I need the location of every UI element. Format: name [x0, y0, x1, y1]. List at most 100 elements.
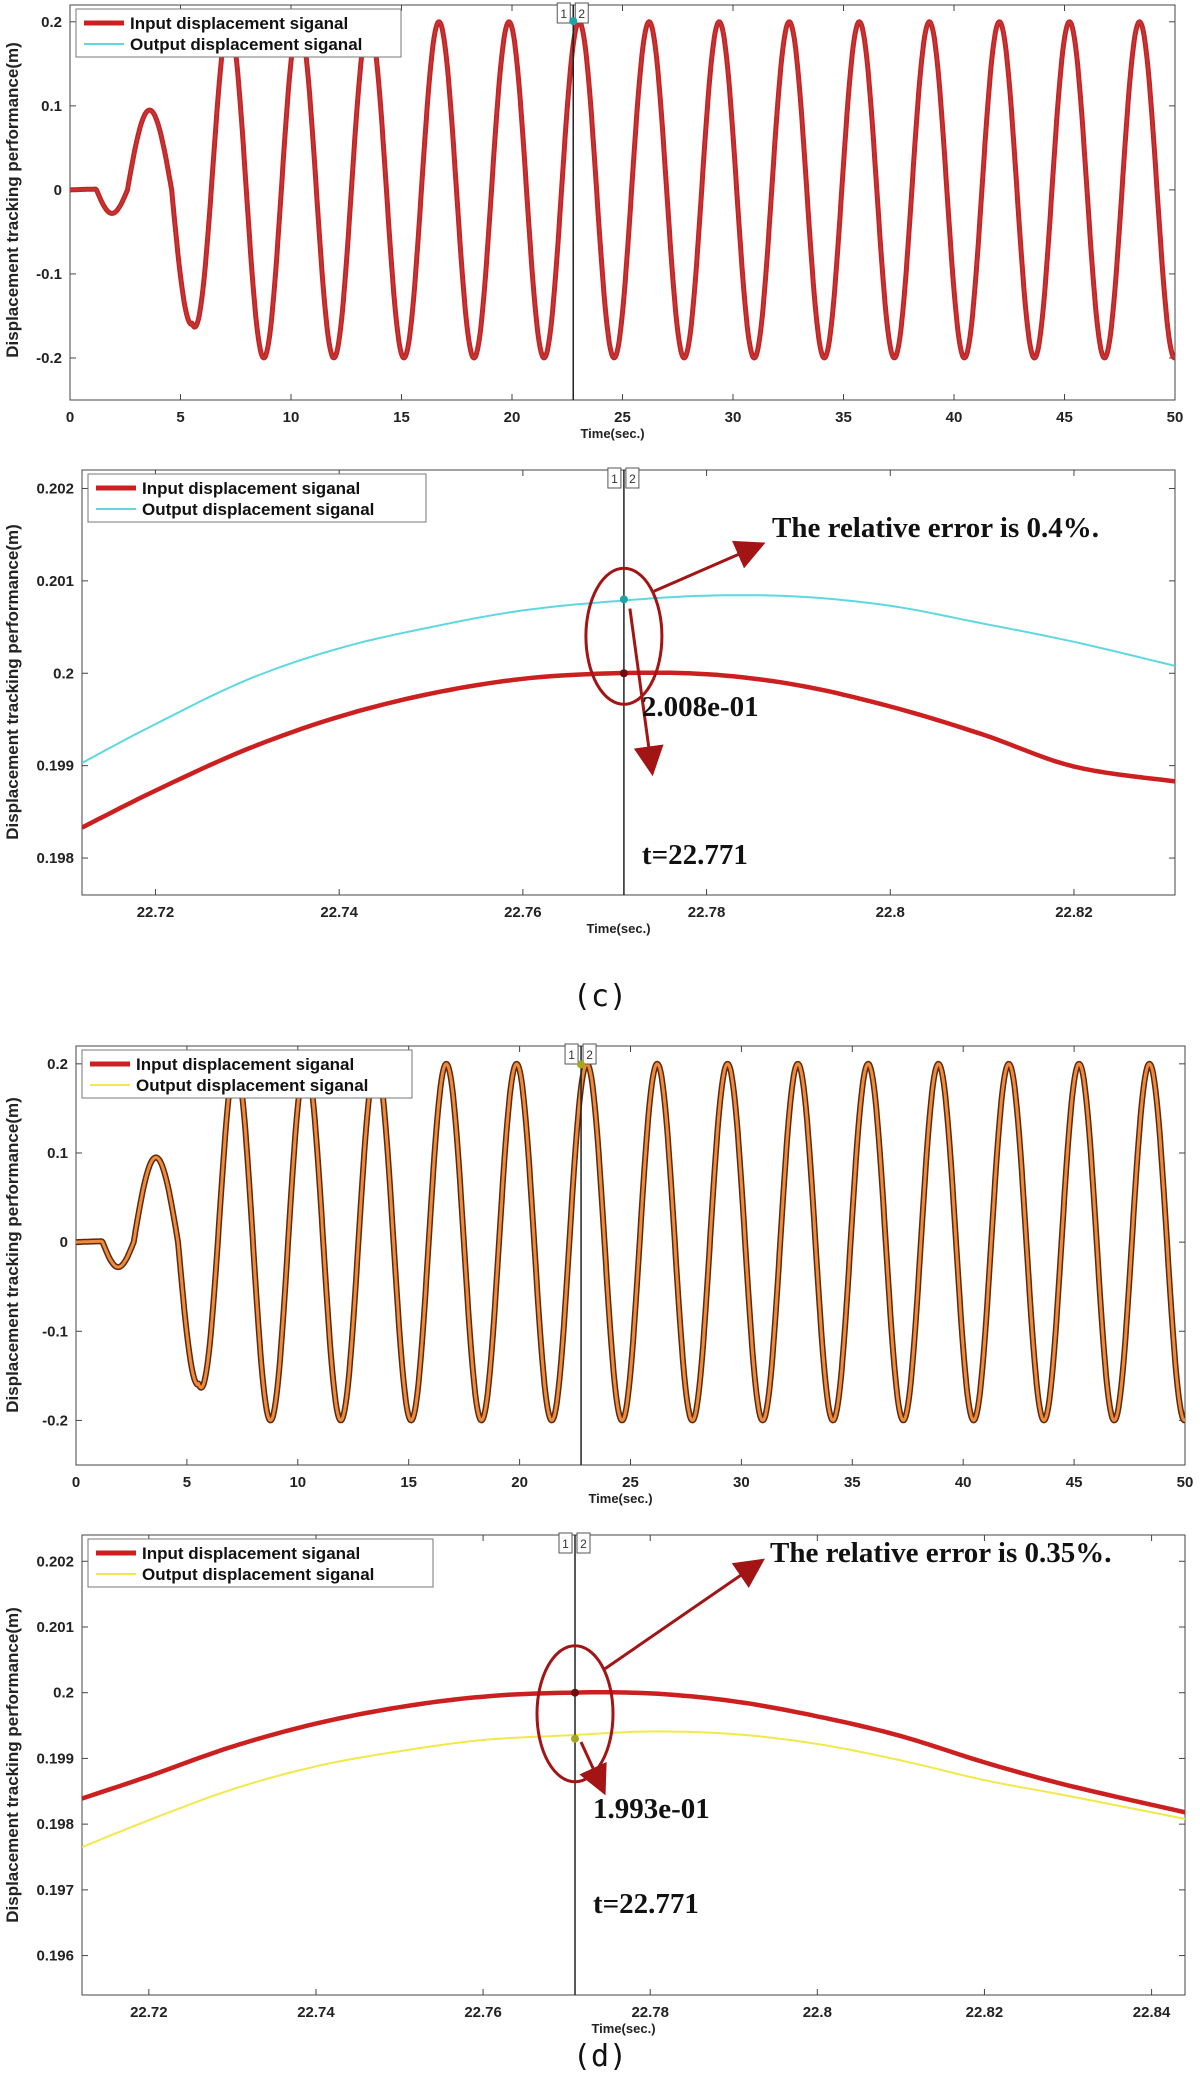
- panel-d-bottom: 22.72 22.74 22.76 22.78 22.8 22.82 22.84 0.196 0…: [3, 1532, 1186, 2036]
- legend: [75, 8, 402, 58]
- y-tick-label: -0.2: [36, 350, 62, 367]
- y-tick-label: 0.201: [36, 1619, 74, 1636]
- legend: [81, 1049, 413, 1099]
- y-tick-label: 0.2: [41, 14, 62, 31]
- cursor-tag-box[interactable]: [556, 2, 571, 24]
- series-group: [82, 1690, 1185, 1849]
- y-tick-label: 0.1: [47, 1145, 68, 1162]
- series-group: [76, 1060, 1185, 1424]
- legend-label: Input displacement siganal: [142, 1544, 360, 1563]
- annotation-arrow: [653, 540, 766, 593]
- cursor-tag-box[interactable]: [558, 1532, 573, 1554]
- cursor-tag-label: 1: [562, 1537, 569, 1551]
- highlight-ellipse: [535, 1644, 615, 1784]
- y-tick-label: 0.1: [41, 98, 62, 115]
- cursor-tag-label: 1: [568, 1048, 575, 1062]
- data-marker-output: [577, 1060, 586, 1069]
- cursor-tag-label: 1: [611, 472, 618, 486]
- cursor-tag-label: 2: [629, 472, 636, 486]
- y-tick-label: -0.1: [42, 1323, 68, 1340]
- x-tick-label: 22.76: [464, 2004, 502, 2021]
- plot-area: [81, 1534, 1186, 1996]
- series-line-output: [76, 1062, 1185, 1422]
- x-tick-label: 15: [400, 1474, 417, 1491]
- y-tick-label: 0.202: [36, 1553, 74, 1570]
- cursor-tag-box[interactable]: [607, 467, 622, 489]
- x-tick-label: 40: [946, 409, 963, 426]
- series-group: [70, 19, 1175, 361]
- x-tick-label: 45: [1066, 1474, 1083, 1491]
- caption-d: (d): [573, 2039, 627, 2074]
- panel-c-bottom: 22.72 22.74 22.76 22.78 22.8 22.82 0.198 0.199 0…: [3, 467, 1176, 936]
- x-tick-label: 22.74: [297, 2004, 335, 2021]
- data-marker-output: [619, 595, 628, 604]
- legend-label: Input displacement siganal: [136, 1055, 354, 1074]
- x-tick-label: 50: [1177, 1474, 1194, 1491]
- y-tick-label: 0.199: [36, 1750, 74, 1767]
- x-tick-label: 40: [955, 1474, 972, 1491]
- y-tick-label: -0.2: [42, 1412, 68, 1429]
- x-tick-label: 22.82: [1055, 904, 1093, 921]
- legend-label: Output displacement siganal: [142, 500, 374, 519]
- y-tick-label: 0.201: [36, 573, 74, 590]
- x-tick-label: 30: [725, 409, 742, 426]
- series-line-input: [82, 1690, 1185, 1815]
- cursor-tag-label: 1: [560, 7, 567, 21]
- x-axis-label: Time(sec.): [586, 921, 650, 936]
- x-tick-label: 35: [835, 409, 852, 426]
- cursor-tag-box[interactable]: [574, 2, 589, 24]
- x-tick-label: 35: [844, 1474, 861, 1491]
- value-arrow: [579, 1741, 607, 1796]
- legend-label: Output displacement siganal: [142, 1565, 374, 1584]
- x-tick-label: 22.8: [803, 2004, 832, 2021]
- time-annotation: t=22.771: [593, 1888, 699, 1920]
- legend: [87, 473, 427, 523]
- y-tick-label: 0.2: [53, 1685, 74, 1702]
- y-tick-label: 0.198: [36, 850, 74, 867]
- x-tick-label: 5: [183, 1474, 191, 1491]
- x-tick-label: 22.78: [631, 2004, 669, 2021]
- x-tick-label: 22.8: [876, 904, 905, 921]
- y-tick-label: 0: [54, 182, 62, 199]
- cursor-tag-box[interactable]: [564, 1043, 579, 1065]
- cursor-tag-box[interactable]: [582, 1043, 597, 1065]
- cursor-tag-label: 2: [586, 1048, 593, 1062]
- x-tick-label: 22.74: [320, 904, 358, 921]
- caption-c: (c): [573, 979, 627, 1014]
- y-axis-label: Displacement tracking performance(m): [3, 1607, 22, 1923]
- series-line-input: [82, 670, 1175, 830]
- legend-label: Output displacement siganal: [130, 35, 362, 54]
- x-tick-label: 0: [66, 409, 74, 426]
- x-tick-label: 22.72: [130, 2004, 168, 2021]
- legend: [87, 1538, 434, 1588]
- relative-error-annotation: The relative error is 0.35%.: [770, 1537, 1112, 1569]
- x-tick-label: 30: [733, 1474, 750, 1491]
- x-axis-label: Time(sec.): [588, 1491, 652, 1506]
- x-tick-label: 22.78: [688, 904, 726, 921]
- series-line-output: [82, 594, 1175, 764]
- highlight-ellipse: [584, 566, 664, 706]
- cursor-tag-label: 2: [580, 1537, 587, 1551]
- y-tick-label: 0.199: [36, 758, 74, 775]
- y-tick-label: 0.2: [47, 1056, 68, 1073]
- cursor-tag-box[interactable]: [576, 1532, 591, 1554]
- x-axis-label: Time(sec.): [591, 2021, 655, 2036]
- series-group: [82, 594, 1175, 830]
- y-tick-label: 0.197: [36, 1882, 74, 1899]
- x-axis-label: Time(sec.): [580, 426, 644, 441]
- x-tick-label: 20: [504, 409, 521, 426]
- y-tick-label: -0.1: [36, 266, 62, 283]
- x-tick-label: 50: [1167, 409, 1184, 426]
- y-tick-label: 0.2: [53, 665, 74, 682]
- y-axis-label: Displacement tracking performance(m): [3, 1097, 22, 1413]
- cursor-tag-box[interactable]: [625, 467, 640, 489]
- y-axis-label: Displacement tracking performance(m): [3, 42, 22, 358]
- legend-label: Input displacement siganal: [142, 479, 360, 498]
- data-marker-input: [619, 669, 628, 678]
- y-tick-label: 0: [60, 1234, 68, 1251]
- series-line-output: [82, 1730, 1185, 1849]
- x-tick-label: 22.76: [504, 904, 542, 921]
- x-tick-label: 5: [176, 409, 184, 426]
- value-arrow: [628, 608, 664, 777]
